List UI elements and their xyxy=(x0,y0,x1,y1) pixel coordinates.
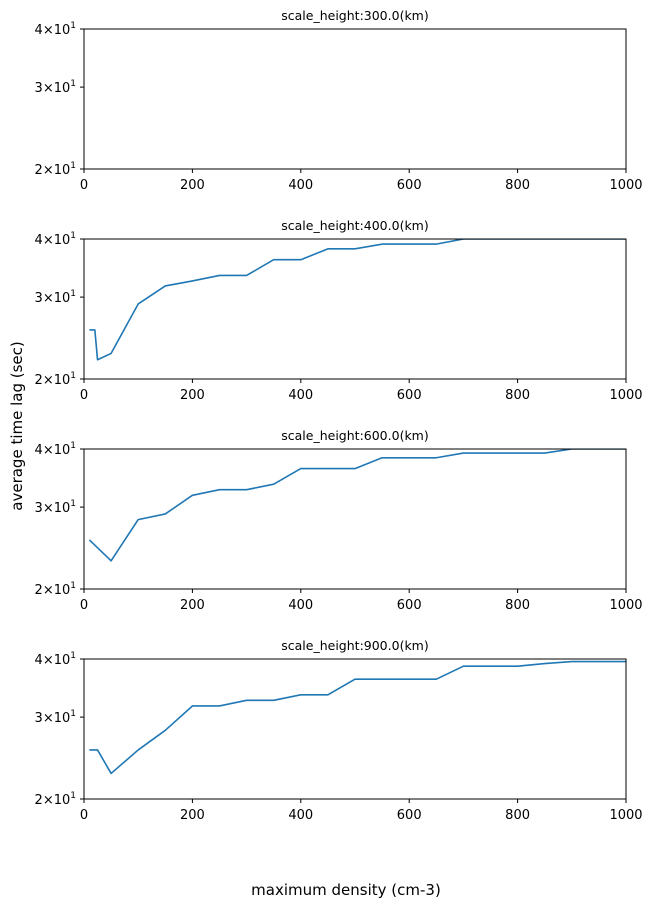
x-tick-label: 600 xyxy=(397,388,422,403)
panel-title: scale_height:600.0(km) xyxy=(281,428,428,443)
y-axis-label: average time lag (sec) xyxy=(8,341,26,510)
y-tick-label: 3×101 xyxy=(35,499,76,516)
x-tick-label: 400 xyxy=(288,808,313,823)
y-tick-label: 4×101 xyxy=(35,231,76,248)
panels: scale_height:300.0(km) 0 200 400 600 800 1000 2… xyxy=(35,8,643,823)
y-tick-label: 3×101 xyxy=(35,79,76,96)
x-tick-label: 400 xyxy=(288,598,313,613)
y-tick-label: 3×101 xyxy=(35,709,76,726)
x-tick-label: 200 xyxy=(180,808,205,823)
panel-title: scale_height:400.0(km) xyxy=(281,218,428,233)
x-tick-label: 800 xyxy=(505,178,530,193)
panel-3: scale_height:600.0(km) 0 200 400 600 800 1000 2… xyxy=(35,428,643,613)
panel-2: scale_height:400.0(km) 0 200 400 600 800 1000 2… xyxy=(35,218,643,403)
x-tick-label: 600 xyxy=(397,808,422,823)
x-tick-label: 800 xyxy=(505,808,530,823)
series-line xyxy=(89,660,626,775)
x-tick-label: 200 xyxy=(180,598,205,613)
x-tick-label: 800 xyxy=(505,388,530,403)
x-tick-label: 1000 xyxy=(609,178,642,193)
panel-1: scale_height:300.0(km) 0 200 400 600 800 1000 2… xyxy=(35,8,643,193)
x-tick-label: 0 xyxy=(80,598,88,613)
x-tick-label: 0 xyxy=(80,388,88,403)
x-tick-label: 0 xyxy=(80,178,88,193)
x-tick-label: 0 xyxy=(80,808,88,823)
x-tick-label: 200 xyxy=(180,388,205,403)
x-tick-label: 400 xyxy=(288,178,313,193)
x-tick-label: 800 xyxy=(505,598,530,613)
panel-title: scale_height:900.0(km) xyxy=(281,638,428,653)
y-tick-label: 2×101 xyxy=(35,161,76,178)
x-tick-label: 400 xyxy=(288,388,313,403)
y-tick-label: 2×101 xyxy=(35,371,76,388)
x-tick-label: 600 xyxy=(397,598,422,613)
y-tick-label: 4×101 xyxy=(35,21,76,38)
axes-frame xyxy=(83,238,627,380)
x-tick-label: 1000 xyxy=(609,808,642,823)
y-tick-label: 4×101 xyxy=(35,441,76,458)
axes-frame xyxy=(83,448,627,590)
x-tick-label: 1000 xyxy=(609,388,642,403)
series-line xyxy=(89,239,626,361)
axes-frame xyxy=(83,28,627,170)
x-axis-label: maximum density (cm-3) xyxy=(251,881,441,899)
x-tick-label: 600 xyxy=(397,178,422,193)
x-tick-label: 200 xyxy=(180,178,205,193)
y-tick-label: 3×101 xyxy=(35,289,76,306)
x-tick-label: 1000 xyxy=(609,598,642,613)
panel-title: scale_height:300.0(km) xyxy=(281,8,428,23)
axes-frame xyxy=(83,658,627,800)
y-tick-label: 2×101 xyxy=(35,581,76,598)
y-tick-label: 2×101 xyxy=(35,791,76,808)
y-tick-label: 4×101 xyxy=(35,651,76,668)
series-line xyxy=(88,449,626,562)
panel-4: scale_height:900.0(km) 0 200 400 600 800 1000 2… xyxy=(35,638,643,823)
